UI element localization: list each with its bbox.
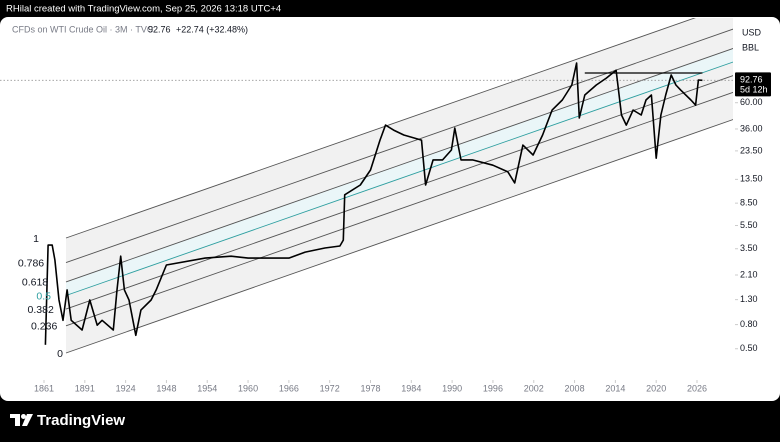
fib-label: 0: [57, 348, 63, 360]
axes: 0 0.236 0.382 0.50.618 0.786 1 60.00 36.00 23.50…: [18, 72, 771, 393]
y-tick-label: 36.00: [740, 123, 763, 133]
x-tick-label: 1990: [442, 383, 462, 393]
logo-icon: [22, 414, 33, 426]
x-tick-label: 1948: [156, 383, 176, 393]
fib-line: [65, 61, 733, 296]
fib-label: 0.236: [31, 321, 57, 333]
x-tick-label: 2014: [605, 383, 625, 393]
x-tick-label: 1996: [483, 383, 503, 393]
x-tick-label: 2026: [687, 383, 707, 393]
fib-label: 0.618: [22, 277, 48, 289]
x-tick-label: 1960: [238, 383, 258, 393]
fib-line: [65, 119, 733, 354]
fib-label: 0.382: [28, 304, 54, 316]
channel-mid-fill: [66, 48, 733, 296]
footer-logo: TradingView: [10, 412, 125, 429]
plot-area: [0, 62, 733, 345]
fib-label: 0.5: [36, 290, 51, 302]
x-tick-label: 2002: [524, 383, 544, 393]
x-tick-label: 1861: [34, 383, 54, 393]
price-line: [44, 62, 703, 345]
fib-line: [65, 91, 733, 327]
logo-icon: [21, 414, 26, 419]
y-tick-label: 23.50: [740, 145, 763, 155]
x-tick-label: 1954: [197, 383, 217, 393]
y-tick-label: 1.30: [740, 294, 758, 304]
x-tick-label: 1966: [279, 383, 299, 393]
brand: TradingView: [37, 412, 125, 429]
x-tick-label: 1891: [75, 383, 95, 393]
y-tick-label: 13.50: [740, 174, 763, 184]
countdown: 5d 12h: [740, 85, 768, 95]
fib-label: 1: [33, 233, 39, 245]
y-tick-label: 0.50: [740, 343, 758, 353]
fib-line: [65, 28, 733, 264]
x-tick-label: 2008: [565, 383, 585, 393]
header-text: RHilal created with TradingView.com, Sep…: [6, 4, 281, 15]
legend-change: +22.74 (+32.48%): [176, 24, 248, 34]
x-tick-label: 1972: [320, 383, 340, 393]
y-tick-label: 2.10: [740, 269, 758, 279]
price-label: 92.76: [740, 75, 763, 85]
x-tick-label: 1984: [401, 383, 421, 393]
x-tick-label: 1978: [360, 383, 380, 393]
fib-line: [65, 75, 733, 310]
unit: BBL: [742, 42, 759, 52]
fib-line: [65, 18, 696, 239]
channel-fill: [66, 18, 733, 353]
logo-icon: [10, 414, 20, 426]
price-label-box: [735, 72, 771, 97]
y-tick-label: 5.50: [740, 220, 758, 230]
currency: USD: [742, 27, 762, 37]
fib-label: 0.786: [18, 257, 44, 269]
y-tick-label: 0.80: [740, 319, 758, 329]
x-tick-label: 2020: [646, 383, 666, 393]
y-tick-label: 3.50: [740, 243, 758, 253]
fib-line: [65, 48, 733, 283]
y-tick-label: 60.00: [740, 97, 763, 107]
fib-channel: [65, 18, 733, 354]
x-tick-label: 1924: [116, 383, 136, 393]
legend-last: 92.76: [148, 24, 171, 34]
y-tick-label: 8.50: [740, 198, 758, 208]
symbol-title: CFDs on WTI Crude Oil · 3M · TVC: [12, 24, 154, 34]
